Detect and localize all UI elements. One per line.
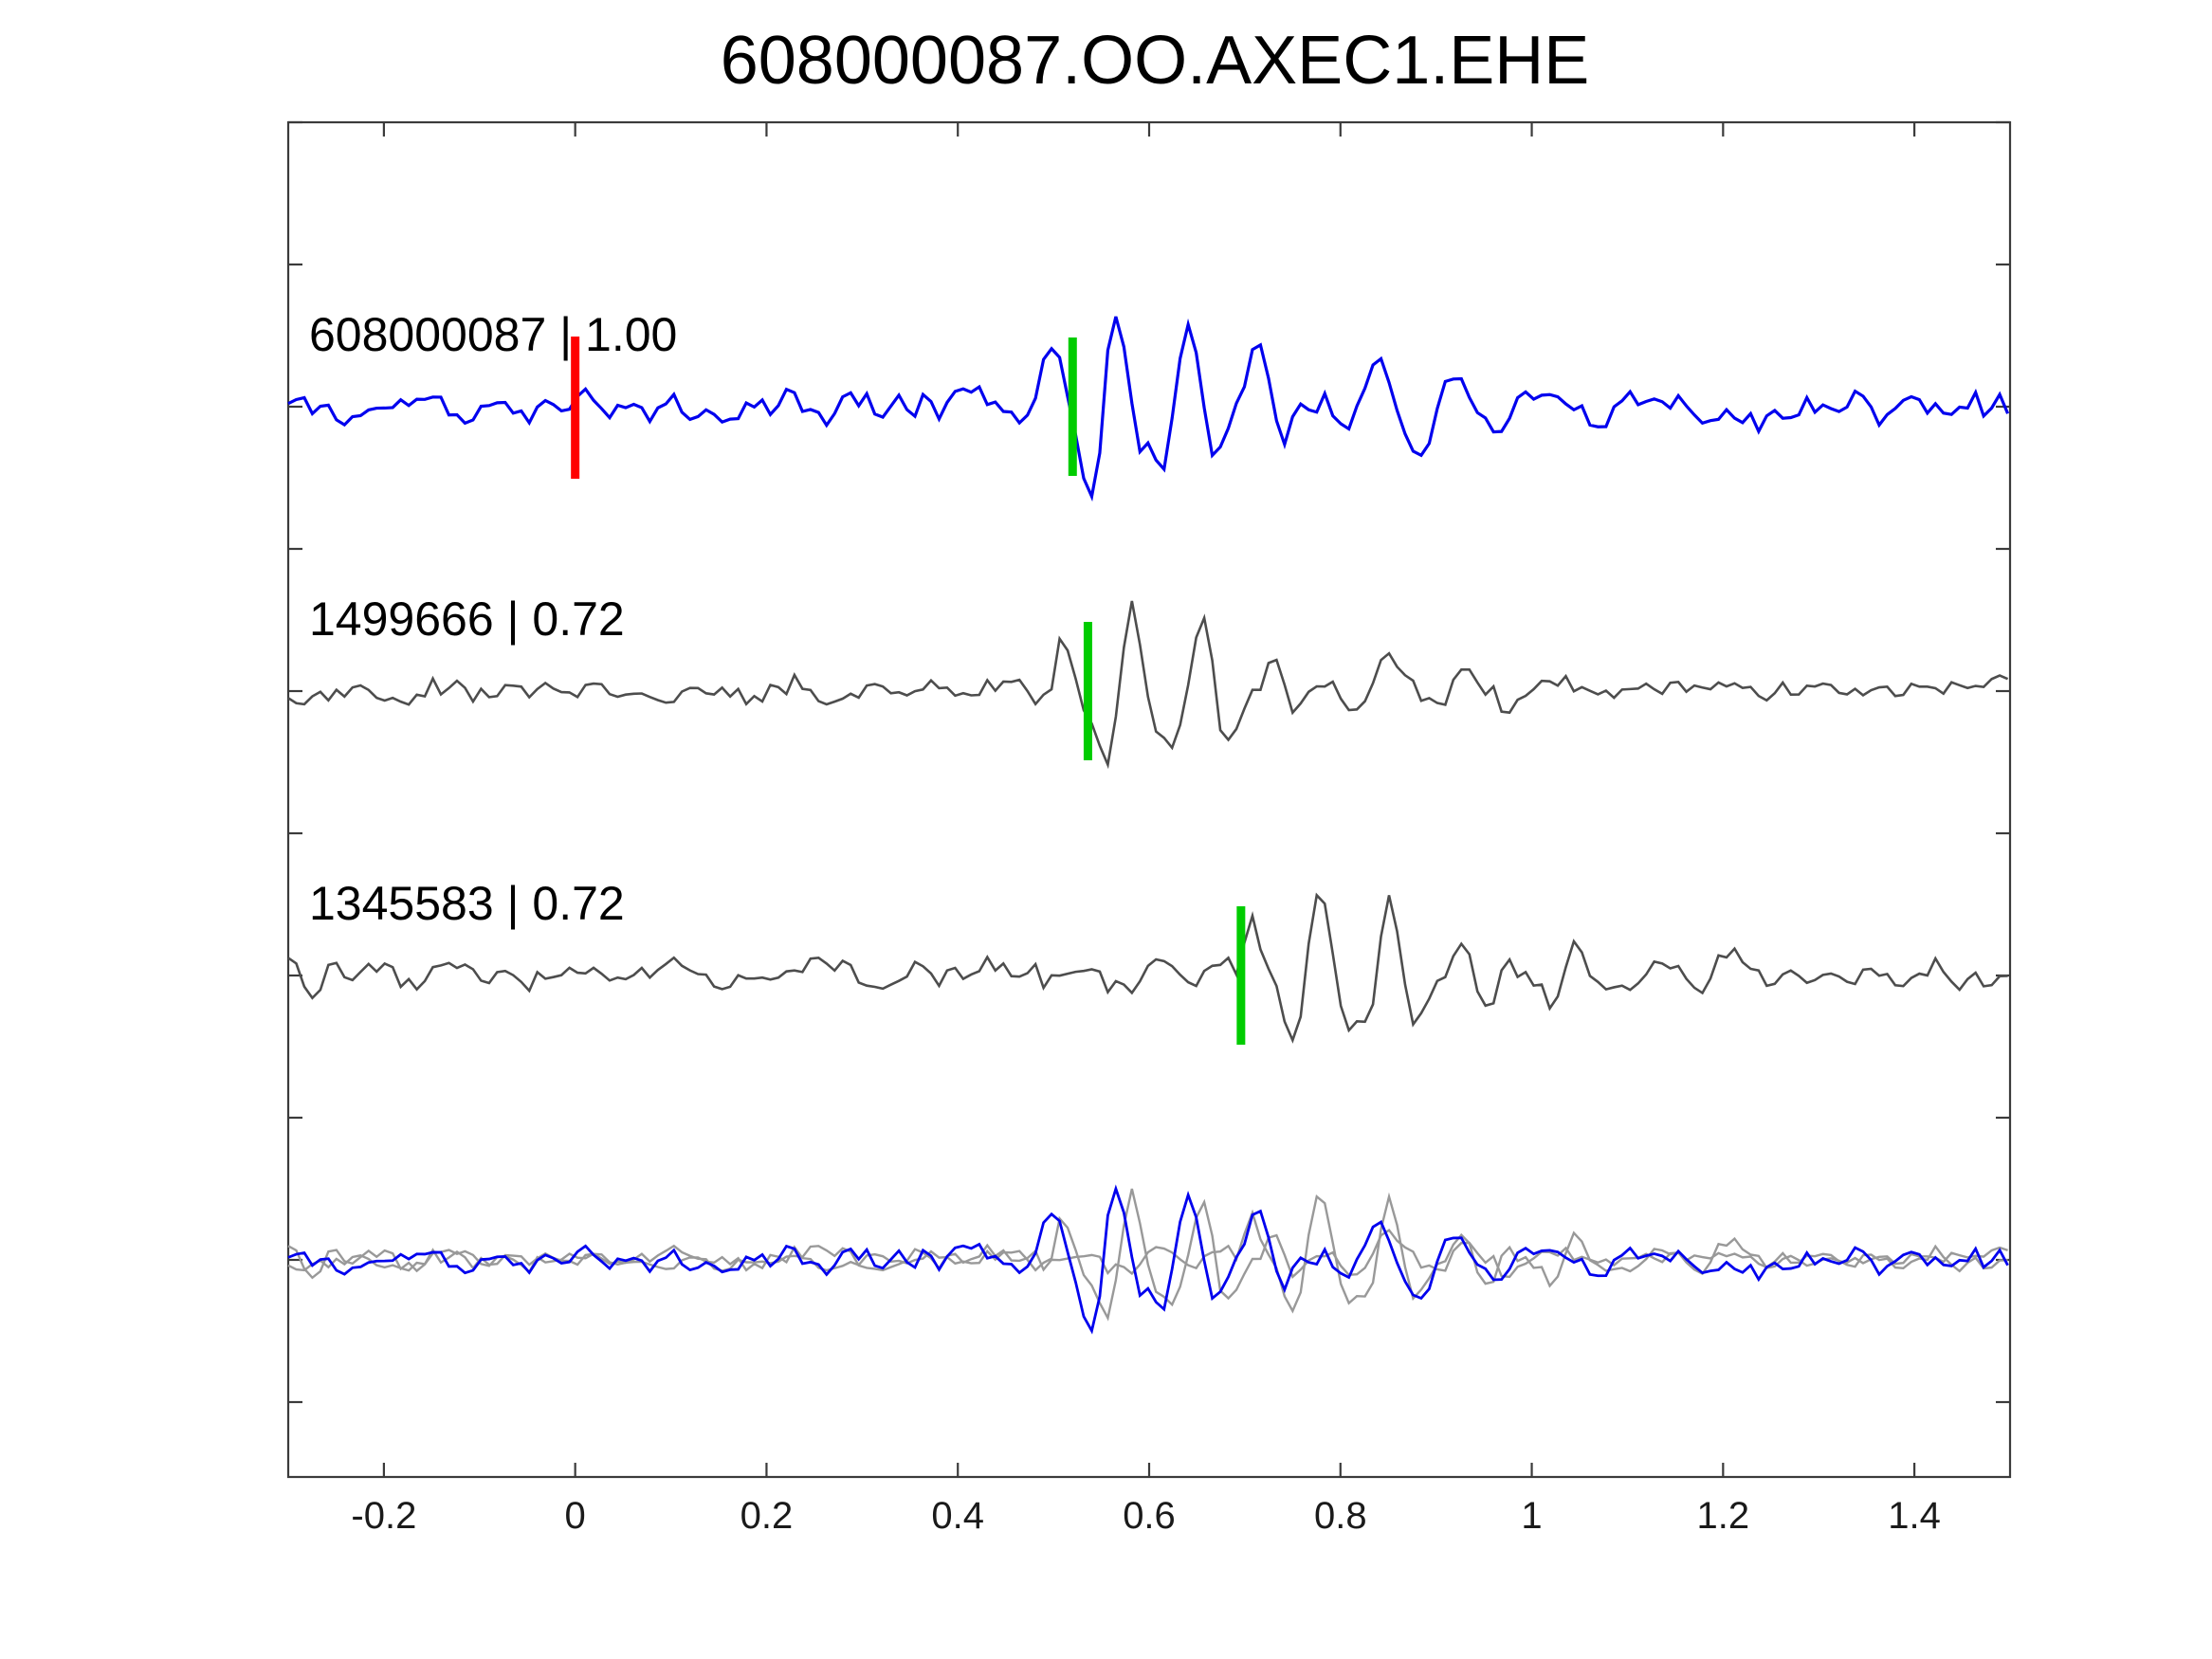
svg-text:0.4: 0.4 xyxy=(931,1495,984,1537)
svg-text:0.2: 0.2 xyxy=(740,1495,794,1537)
svg-text:0: 0 xyxy=(565,1495,586,1537)
svg-text:1.2: 1.2 xyxy=(1697,1495,1750,1537)
svg-text:0.6: 0.6 xyxy=(1123,1495,1176,1537)
svg-text:608000087.OO.AXEC1.EHE: 608000087.OO.AXEC1.EHE xyxy=(721,23,1590,99)
svg-text:1: 1 xyxy=(1521,1495,1542,1537)
svg-text:608000087 | 1.00: 608000087 | 1.00 xyxy=(309,308,677,361)
svg-text:1.4: 1.4 xyxy=(1888,1495,1941,1537)
svg-text:1499666 | 0.72: 1499666 | 0.72 xyxy=(309,592,625,646)
svg-text:1345583 | 0.72: 1345583 | 0.72 xyxy=(309,877,625,930)
svg-text:-0.2: -0.2 xyxy=(351,1495,416,1537)
svg-text:0.8: 0.8 xyxy=(1314,1495,1367,1537)
